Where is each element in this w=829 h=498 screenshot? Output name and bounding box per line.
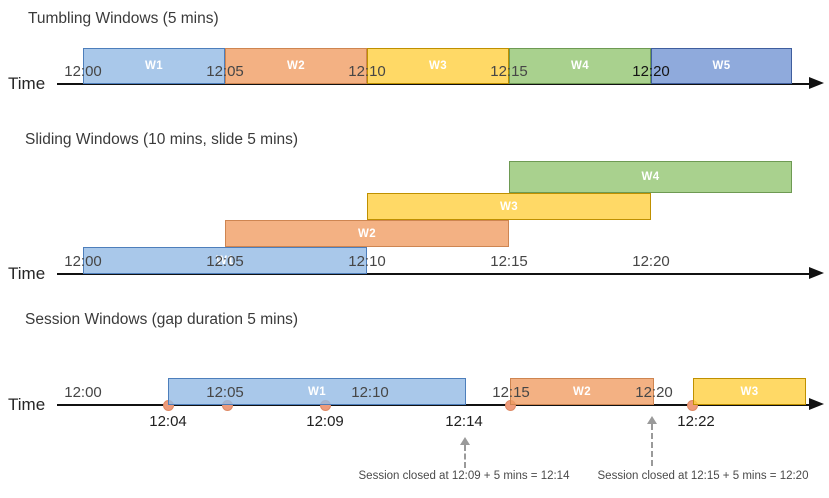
time-axis-label: Time (8, 264, 46, 283)
tick-label: 12:10 (351, 384, 389, 401)
timeline-arrowhead-icon (809, 398, 824, 410)
tick-label: 12:05 (206, 384, 244, 401)
tick-label: 12:10 (348, 63, 386, 80)
window-label: W2 (286, 60, 306, 72)
time-axis-label: Time (8, 74, 46, 93)
event-time-label: 12:22 (677, 413, 715, 430)
window-label: W3 (740, 385, 759, 398)
window-box-w5: W5 (651, 48, 792, 84)
window-box-w2: W2 (225, 220, 509, 247)
timeline (57, 404, 810, 406)
session-closed-note: Session closed at 12:09 + 5 mins = 12:14 (358, 470, 570, 482)
window-label: W3 (428, 60, 448, 72)
tick-label: 12:15 (492, 384, 530, 401)
timeline-arrowhead-icon (809, 267, 824, 279)
timeline (57, 83, 810, 85)
window-label: W5 (712, 60, 731, 72)
callout-dashed-line (651, 424, 653, 466)
window-label: W1 (144, 60, 164, 72)
callout-dashed-line (464, 445, 466, 468)
window-label: W4 (641, 171, 660, 183)
tick-label: 12:05 (206, 253, 244, 270)
tick-label: 12:15 (490, 253, 528, 270)
tick-label: 12:10 (348, 253, 386, 270)
window-box-w1: W1 (83, 48, 225, 84)
callout-arrowhead-icon (647, 416, 657, 424)
window-box-w4: W4 (509, 48, 651, 84)
window-label: W4 (570, 60, 590, 72)
window-box-w3: W3 (367, 193, 651, 220)
callout-arrowhead-icon (460, 437, 470, 445)
window-label: W1 (307, 385, 327, 398)
section-title-sliding-windows: Sliding Windows (10 mins, slide 5 mins) (25, 131, 299, 148)
window-label: W3 (499, 200, 519, 213)
window-box-w2: W2 (510, 378, 654, 405)
timeline (57, 273, 810, 275)
tick-label: 12:15 (490, 63, 528, 80)
window-box-w4: W4 (509, 161, 792, 193)
time-axis-label: Time (8, 395, 46, 414)
session-closed-note: Session closed at 12:15 + 5 mins = 12:20 (597, 470, 809, 482)
tick-label: 12:00 (64, 384, 102, 401)
window-box-w3: W3 (693, 378, 806, 405)
tick-label: 12:00 (64, 253, 102, 270)
section-title-session-windows: Session Windows (gap duration 5 mins) (25, 311, 299, 328)
tick-label: 12:20 (635, 384, 673, 401)
event-time-label: 12:14 (445, 413, 483, 430)
event-time-label: 12:04 (149, 413, 187, 430)
tick-label: 12:20 (632, 63, 670, 80)
window-box-w1: W1 (83, 247, 367, 274)
tick-label: 12:20 (632, 253, 670, 270)
window-label: W1 (215, 254, 235, 267)
window-label: W2 (357, 227, 377, 240)
window-box-w2: W2 (225, 48, 367, 84)
event-dot (687, 400, 698, 411)
tick-label: 12:05 (206, 63, 244, 80)
tick-label: 12:00 (64, 63, 102, 80)
event-time-label: 12:09 (306, 413, 344, 430)
window-box-w3: W3 (367, 48, 509, 84)
timeline-arrowhead-icon (809, 77, 824, 89)
section-title-tumbling-windows: Tumbling Windows (5 mins) (28, 10, 219, 27)
window-label: W2 (572, 385, 592, 398)
window-box-w1: W1 (168, 378, 466, 405)
